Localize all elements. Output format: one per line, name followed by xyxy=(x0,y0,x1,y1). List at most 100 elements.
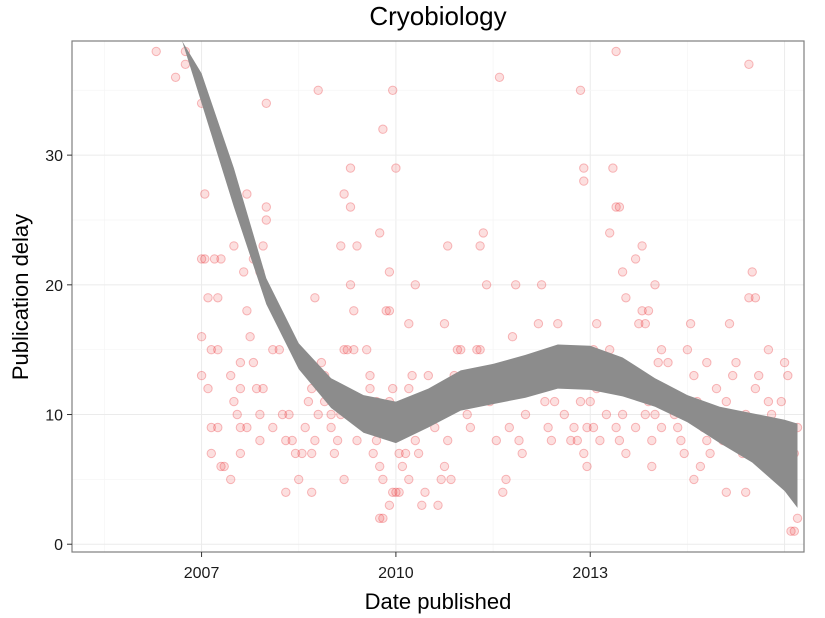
plot-background xyxy=(72,41,804,552)
data-point xyxy=(575,85,586,96)
data-point xyxy=(255,435,265,446)
x-axis: 2007 2010 2013 xyxy=(184,552,608,582)
data-point xyxy=(226,474,236,485)
data-point xyxy=(261,98,271,109)
data-point xyxy=(731,357,741,368)
plot-border xyxy=(71,40,805,553)
data-point xyxy=(404,383,414,394)
data-point xyxy=(630,422,641,433)
y-tick-label: 10 xyxy=(45,408,63,425)
data-points xyxy=(151,46,803,536)
data-point xyxy=(229,396,239,407)
data-point xyxy=(776,396,786,407)
data-point xyxy=(235,422,246,433)
data-point xyxy=(268,422,278,433)
data-point xyxy=(397,461,408,472)
data-point xyxy=(375,513,385,523)
data-point xyxy=(605,228,615,238)
data-point xyxy=(575,396,586,407)
data-point xyxy=(394,487,404,497)
data-point xyxy=(763,396,774,407)
data-point xyxy=(251,383,262,394)
data-point xyxy=(504,422,514,433)
data-point xyxy=(754,370,764,381)
data-point xyxy=(592,319,602,329)
data-point xyxy=(203,383,213,394)
data-point xyxy=(514,435,524,446)
data-point xyxy=(617,409,628,420)
data-point xyxy=(601,409,612,420)
data-point xyxy=(407,370,417,381)
data-point xyxy=(744,59,754,70)
data-point xyxy=(313,85,323,96)
data-point xyxy=(281,435,291,446)
data-point xyxy=(226,370,236,381)
data-point xyxy=(656,422,667,433)
data-point xyxy=(647,435,657,446)
data-point xyxy=(368,448,378,459)
data-point xyxy=(316,357,327,368)
data-point xyxy=(365,370,375,381)
data-point xyxy=(494,72,505,83)
data-point xyxy=(200,189,210,199)
data-point xyxy=(342,345,352,355)
data-point xyxy=(640,319,650,329)
data-point xyxy=(517,448,527,459)
data-point xyxy=(640,409,650,420)
data-point xyxy=(235,448,246,459)
data-point xyxy=(439,461,450,472)
data-point xyxy=(721,396,731,407)
data-point xyxy=(345,280,356,290)
data-point xyxy=(332,435,343,446)
data-point xyxy=(345,163,356,173)
data-point xyxy=(439,319,450,329)
data-point xyxy=(287,435,297,446)
data-point xyxy=(206,448,217,459)
data-point xyxy=(472,345,482,355)
data-point xyxy=(689,474,699,485)
data-point xyxy=(384,306,395,316)
data-point xyxy=(375,461,385,472)
data-point xyxy=(345,202,356,212)
data-point xyxy=(326,422,336,433)
data-point xyxy=(721,487,731,497)
data-point xyxy=(443,241,453,251)
data-point xyxy=(378,474,388,485)
data-point xyxy=(378,124,388,134)
data-point xyxy=(206,345,217,355)
data-point xyxy=(404,319,414,329)
data-point xyxy=(307,448,317,459)
data-point xyxy=(349,345,359,355)
data-point xyxy=(763,345,774,355)
data-point xyxy=(375,228,385,238)
data-point xyxy=(621,448,631,459)
data-point xyxy=(475,345,485,355)
data-point xyxy=(284,409,294,420)
data-point xyxy=(566,435,576,446)
data-point xyxy=(579,176,589,186)
data-point xyxy=(300,422,310,433)
data-point xyxy=(741,487,751,497)
data-point xyxy=(388,487,398,497)
data-point xyxy=(277,409,288,420)
data-point xyxy=(290,448,301,459)
data-point xyxy=(329,448,340,459)
data-point xyxy=(478,228,488,238)
data-point xyxy=(352,435,362,446)
data-point xyxy=(410,435,420,446)
data-point xyxy=(394,448,404,459)
x-tick-label: 2010 xyxy=(378,565,414,582)
data-point xyxy=(206,422,217,433)
data-point xyxy=(219,461,229,472)
data-point xyxy=(559,409,569,420)
data-point xyxy=(588,422,599,433)
data-point xyxy=(491,435,501,446)
data-point xyxy=(151,46,161,57)
data-point xyxy=(582,422,592,433)
data-point xyxy=(520,409,531,420)
data-point xyxy=(747,267,757,277)
data-point xyxy=(614,435,625,446)
data-point xyxy=(711,383,722,394)
data-point xyxy=(695,461,706,472)
